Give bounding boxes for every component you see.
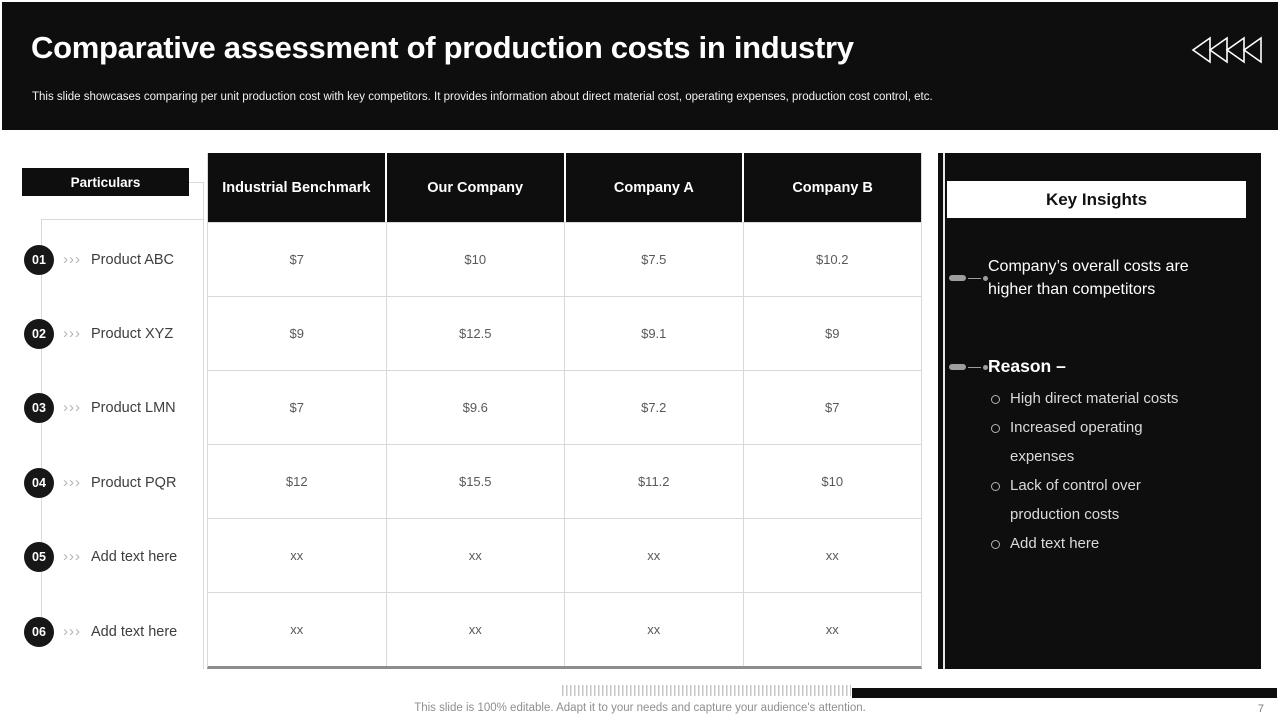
table-cell: xx [743, 519, 921, 592]
key-insights-panel: Key Insights Company’s overall costs are… [938, 153, 1261, 669]
reason-item: Increased operating expenses [988, 413, 1200, 471]
item-number-badge: 04 [24, 468, 54, 498]
table-cell: xx [743, 593, 921, 666]
panel-accent-line [943, 153, 945, 669]
page-number: 7 [1257, 703, 1264, 715]
column-header: Our Company [386, 153, 566, 222]
header-banner: Comparative assessment of production cos… [2, 2, 1278, 130]
table-cell: xx [565, 519, 744, 592]
item-label: Add text here [91, 549, 178, 565]
footer-tick-pattern [562, 685, 851, 696]
table-cell: $12.5 [386, 297, 565, 370]
table-cell: $7.5 [565, 223, 744, 296]
table-cell: $11.2 [565, 445, 744, 518]
table-cell: xx [208, 519, 387, 592]
bullet-connector-icon [949, 275, 988, 281]
key-insights-title: Key Insights [947, 181, 1246, 218]
table-cell: xx [386, 593, 565, 666]
reason-item: Lack of control over production costs [988, 471, 1200, 529]
table-cell: $9.1 [565, 297, 744, 370]
triple-chevron-icon: ››› [63, 622, 81, 640]
table-cell: $7 [743, 371, 921, 444]
table-cell: $9 [208, 297, 387, 370]
item-label: Add text here [91, 624, 178, 640]
column-header: Company B [744, 153, 921, 222]
connector-line [41, 219, 42, 634]
list-item: 05 ››› Add text here [24, 542, 177, 572]
insight-text: Company’s overall costs are higher than … [988, 258, 1189, 298]
table-row: $7 $9.6 $7.2 $7 [208, 370, 921, 444]
table-row: $7 $10 $7.5 $10.2 [208, 222, 921, 296]
table-cell: xx [208, 593, 387, 666]
table-cell: xx [386, 519, 565, 592]
list-item: 06 ››› Add text here [24, 617, 177, 647]
connector-line [189, 182, 204, 183]
item-label: Product LMN [91, 400, 176, 416]
page-subtitle: This slide showcases comparing per unit … [32, 91, 933, 103]
triple-chevron-icon: ››› [63, 250, 81, 268]
reasons-list: High direct material costs Increased ope… [988, 384, 1200, 558]
triple-chevron-icon: ››› [63, 398, 81, 416]
item-label: Product ABC [91, 252, 175, 268]
table-cell: $7 [208, 371, 387, 444]
table-cell: $9 [743, 297, 921, 370]
table-cell: $15.5 [386, 445, 565, 518]
connector-line [203, 182, 204, 669]
footer-note: This slide is 100% editable. Adapt it to… [414, 702, 866, 714]
triple-chevron-icon: ››› [63, 324, 81, 342]
table-cell: $10 [386, 223, 565, 296]
table-cell: $12 [208, 445, 387, 518]
table-cell: xx [565, 593, 744, 666]
item-label: Product PQR [91, 475, 177, 491]
item-number-badge: 01 [24, 245, 54, 275]
column-header: Industrial Benchmark [208, 153, 387, 222]
triple-chevron-icon: ››› [63, 473, 81, 491]
table-row: $9 $12.5 $9.1 $9 [208, 296, 921, 370]
table-row: $12 $15.5 $11.2 $10 [208, 444, 921, 518]
table-cell: $9.6 [386, 371, 565, 444]
item-label: Product XYZ [91, 326, 174, 342]
item-number-badge: 05 [24, 542, 54, 572]
item-number-badge: 02 [24, 319, 54, 349]
item-number-badge: 03 [24, 393, 54, 423]
footer-black-bar [852, 688, 1277, 698]
table-cell: $7 [208, 223, 387, 296]
bullet-connector-icon [949, 364, 988, 370]
item-number-badge: 06 [24, 617, 54, 647]
table-row: xx xx xx xx [208, 518, 921, 592]
table-cell: $10.2 [743, 223, 921, 296]
list-item: 01 ››› Product ABC [24, 245, 174, 275]
page-title: Comparative assessment of production cos… [31, 30, 854, 65]
list-item: 02 ››› Product XYZ [24, 319, 173, 349]
connector-line [41, 219, 204, 220]
reason-label: Reason – [988, 356, 1066, 376]
reason-item: High direct material costs [988, 384, 1200, 413]
particulars-header: Particulars [22, 168, 189, 196]
table-row: xx xx xx xx [208, 592, 921, 666]
list-item: 04 ››› Product PQR [24, 468, 176, 498]
column-header: Company A [565, 153, 745, 222]
table-header-row: Industrial Benchmark Our Company Company… [208, 153, 921, 222]
table-cell: $7.2 [565, 371, 744, 444]
triple-chevron-icon: ››› [63, 547, 81, 565]
table-cell: $10 [743, 445, 921, 518]
list-item: 03 ››› Product LMN [24, 393, 176, 423]
triple-left-arrows-icon [1191, 36, 1262, 64]
cost-comparison-table: Industrial Benchmark Our Company Company… [207, 153, 922, 669]
reason-item: Add text here [988, 529, 1200, 558]
